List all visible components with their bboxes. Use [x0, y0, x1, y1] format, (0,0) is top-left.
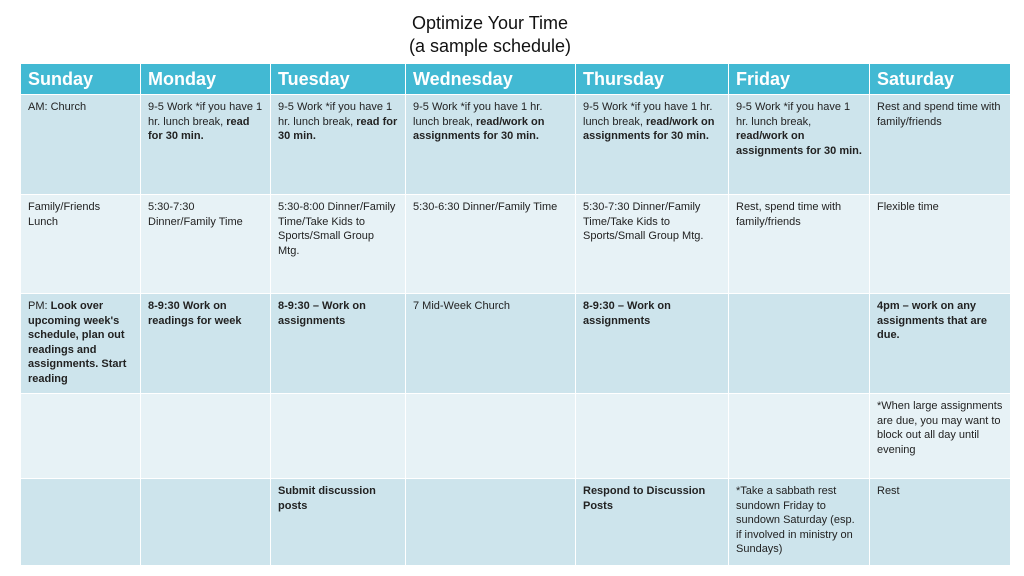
bold-text: read/work on assignments for 30 min.: [583, 115, 715, 143]
table-body: AM: Church 9-5 Work *if you have 1 hr. lu…: [20, 94, 1011, 566]
day-header-sunday: Sunday: [20, 63, 141, 95]
day-header-wednesday: Wednesday: [405, 63, 576, 95]
bold-text: read for 30 min.: [148, 115, 250, 143]
schedule-row: Submit discussion posts Respond to Discus…: [20, 478, 1011, 566]
cell-wednesday: [405, 478, 576, 566]
cell-thursday: [575, 393, 729, 479]
day-header-friday: Friday: [728, 63, 870, 95]
header-row: Sunday Monday Tuesday Wednesday Thursday Frid…: [20, 63, 1011, 95]
cell-saturday: Rest and spend time with family/friends: [869, 94, 1011, 195]
cell-text: 9-5 Work *if you have 1 hr. lunch break,: [413, 101, 543, 128]
bold-text: read/work on assignments for 30 min.: [413, 115, 545, 143]
slide-title: Optimize Your Time (a sample schedule): [340, 12, 640, 58]
cell-text: 9-5 Work *if you have 1 hr. lunch break,: [278, 101, 393, 128]
cell-text: PM:: [28, 300, 51, 312]
cell-monday: [140, 393, 271, 479]
cell-tuesday: 5:30-8:00 Dinner/Family Time/Take Kids t…: [270, 194, 406, 294]
cell-friday: [728, 393, 870, 479]
cell-text: 9-5 Work *if you have 1 hr. lunch break,: [148, 101, 263, 128]
cell-friday: *Take a sabbath rest sundown Friday to s…: [728, 478, 870, 566]
bold-text: 8-9:30 – Work on assignments: [583, 300, 671, 327]
cell-text: Flexible time: [877, 201, 939, 213]
schedule-table: Sunday Monday Tuesday Wednesday Thursday Frid…: [20, 63, 1011, 566]
cell-thursday: Respond to Discussion Posts: [575, 478, 729, 566]
cell-sunday: [20, 478, 141, 566]
schedule-row: *When large assignments are due, you may…: [20, 393, 1011, 479]
bold-text: Look over upcoming week's schedule, plan…: [28, 300, 127, 385]
bold-text: read for 30 min.: [278, 115, 398, 143]
day-header-monday: Monday: [140, 63, 271, 95]
cell-text: Rest and spend time with family/friends: [877, 101, 1001, 128]
cell-monday: 8-9:30 Work on readings for week: [140, 293, 271, 394]
cell-sunday: [20, 393, 141, 479]
day-header-saturday: Saturday: [869, 63, 1011, 95]
cell-tuesday: 8-9:30 – Work on assignments: [270, 293, 406, 394]
day-header-thursday: Thursday: [575, 63, 729, 95]
schedule-row: PM: Look over upcoming week's schedule, …: [20, 293, 1011, 394]
cell-text: 9-5 Work *if you have 1 hr. lunch break,: [583, 101, 713, 128]
cell-sunday: Family/Friends Lunch: [20, 194, 141, 294]
title-line-2: (a sample schedule): [408, 36, 572, 56]
cell-text: 5:30-6:30 Dinner/Family Time: [413, 201, 558, 213]
cell-friday: 9-5 Work *if you have 1 hr. lunch break,…: [728, 94, 870, 195]
cell-friday: Rest, spend time with family/friends: [728, 194, 870, 294]
cell-text: Rest: [877, 485, 900, 497]
cell-tuesday: 9-5 Work *if you have 1 hr. lunch break,…: [270, 94, 406, 195]
cell-text: *Take a sabbath rest sundown Friday to s…: [736, 485, 855, 555]
cell-sunday: AM: Church: [20, 94, 141, 195]
bold-text: 4pm – work on any assignments that are d…: [877, 300, 988, 341]
cell-text: 5:30-7:30 Dinner/Family Time: [148, 201, 243, 228]
cell-text: 5:30-7:30 Dinner/Family Time/Take Kids t…: [583, 201, 704, 242]
cell-text: Rest, spend time with family/friends: [736, 201, 842, 228]
bold-text: Respond to Discussion Posts: [583, 485, 706, 512]
schedule-row: AM: Church 9-5 Work *if you have 1 hr. lu…: [20, 94, 1011, 195]
cell-wednesday: 7 Mid-Week Church: [405, 293, 576, 394]
day-header-tuesday: Tuesday: [270, 63, 406, 95]
bold-text: 8-9:30 Work on readings for week: [148, 300, 242, 327]
bold-text: 8-9:30 – Work on assignments: [278, 300, 366, 327]
title-line-1: Optimize Your Time: [411, 13, 569, 33]
bold-text: read/work on assignments for 30 min.: [736, 130, 862, 157]
cell-monday: [140, 478, 271, 566]
cell-text: 7 Mid-Week Church: [413, 300, 510, 312]
cell-tuesday: Submit discussion posts: [270, 478, 406, 566]
cell-saturday: Rest: [869, 478, 1011, 566]
cell-text: 9-5 Work *if you have 1 hr. lunch break,: [736, 101, 851, 128]
cell-wednesday: 5:30-6:30 Dinner/Family Time: [405, 194, 576, 294]
cell-thursday: 9-5 Work *if you have 1 hr. lunch break,…: [575, 94, 729, 195]
cell-saturday: Flexible time: [869, 194, 1011, 294]
cell-sunday: PM: Look over upcoming week's schedule, …: [20, 293, 141, 394]
cell-monday: 5:30-7:30 Dinner/Family Time: [140, 194, 271, 294]
bold-text: Submit discussion posts: [278, 485, 376, 512]
cell-wednesday: [405, 393, 576, 479]
cell-text: AM: Church: [28, 101, 87, 113]
schedule-row: Family/Friends Lunch 5:30-7:30 Dinner/Fam…: [20, 194, 1011, 294]
cell-thursday: 8-9:30 – Work on assignments: [575, 293, 729, 394]
cell-monday: 9-5 Work *if you have 1 hr. lunch break,…: [140, 94, 271, 195]
cell-text: Family/Friends Lunch: [28, 201, 101, 228]
cell-thursday: 5:30-7:30 Dinner/Family Time/Take Kids t…: [575, 194, 729, 294]
cell-text: *When large assignments are due, you may…: [877, 400, 1003, 456]
cell-wednesday: 9-5 Work *if you have 1 hr. lunch break,…: [405, 94, 576, 195]
cell-saturday: *When large assignments are due, you may…: [869, 393, 1011, 479]
cell-tuesday: [270, 393, 406, 479]
cell-saturday: 4pm – work on any assignments that are d…: [869, 293, 1011, 394]
cell-friday: [728, 293, 870, 394]
cell-text: 5:30-8:00 Dinner/Family Time/Take Kids t…: [278, 201, 396, 257]
